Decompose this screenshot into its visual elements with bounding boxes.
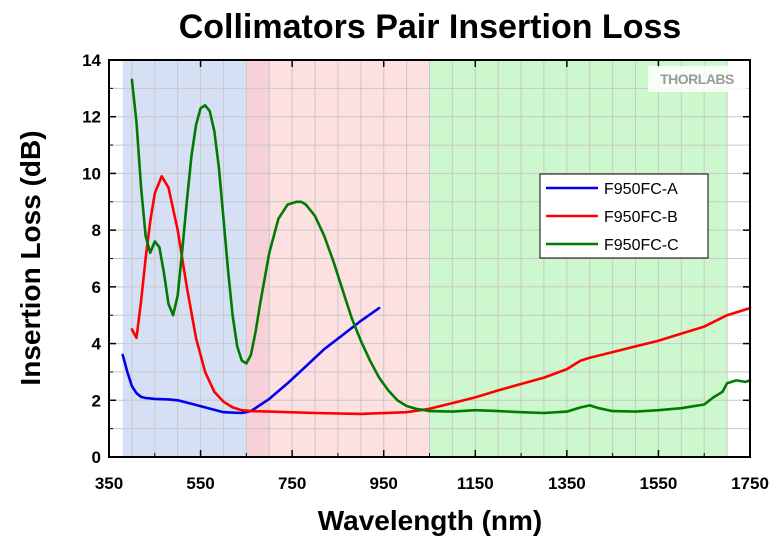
grid <box>109 60 750 457</box>
x-axis-label: Wavelength (nm) <box>318 505 543 536</box>
x-tick-label: 1350 <box>548 474 586 493</box>
axis-ticks: 350 550 750 950 1150 1350 1550 1750 0 2 4 6 8 10 12 14 <box>82 51 769 493</box>
watermark-text: THORLABS <box>660 71 734 87</box>
series-line-f950fc-b <box>130 175 752 416</box>
legend-label-f950fc-a: F950FC-A <box>604 181 678 198</box>
x-tick-label: 750 <box>278 474 306 493</box>
legend-label-f950fc-c: F950FC-C <box>604 237 679 254</box>
chart-title: Collimators Pair Insertion Loss <box>179 8 682 46</box>
x-tick-label: 950 <box>370 474 398 493</box>
x-tick-label: 1750 <box>731 474 769 493</box>
legend: F950FC-A F950FC-B F950FC-C <box>539 173 709 259</box>
y-tick-label: 12 <box>82 108 101 127</box>
y-tick-label: 10 <box>82 164 101 183</box>
y-tick-label: 2 <box>92 391 101 410</box>
y-tick-label: 14 <box>82 51 101 70</box>
x-tick-label: 1150 <box>457 474 494 493</box>
y-tick-label: 6 <box>92 278 101 297</box>
legend-label-f950fc-b: F950FC-B <box>604 209 678 226</box>
series-line-f950fc-c <box>130 78 752 415</box>
watermark-logo: THORLABS <box>648 66 746 92</box>
series-lines <box>121 78 752 416</box>
y-axis-label: Insertion Loss (dB) <box>15 130 46 385</box>
series-line-f950fc-a <box>121 306 381 415</box>
y-tick-label: 4 <box>92 335 102 354</box>
x-tick-label: 350 <box>95 474 123 493</box>
x-tick-label: 1550 <box>640 474 678 493</box>
y-tick-label: 8 <box>92 221 101 240</box>
y-tick-label: 0 <box>92 448 101 467</box>
x-tick-label: 550 <box>186 474 214 493</box>
